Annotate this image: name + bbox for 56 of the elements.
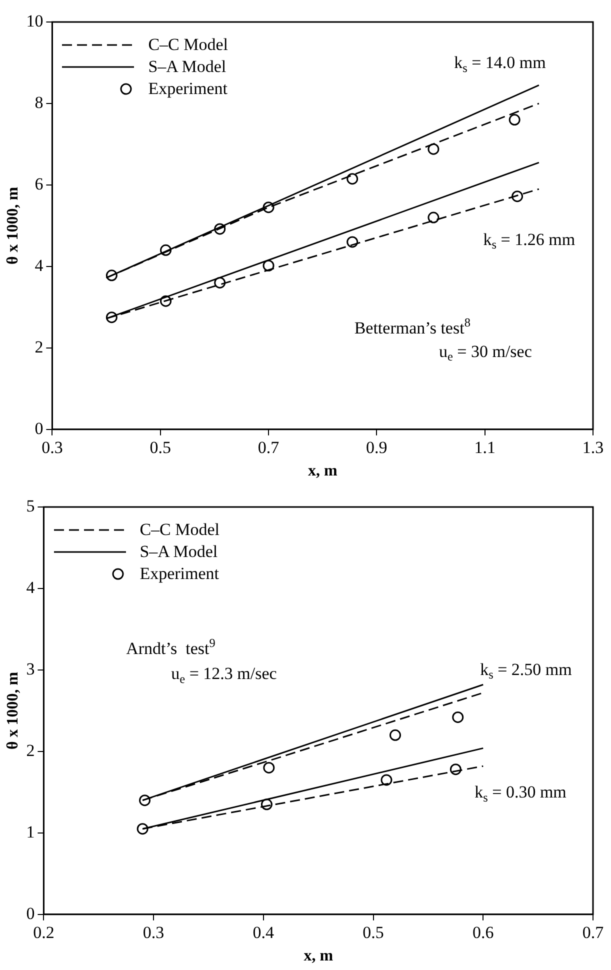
x-tick-label: 1.1 — [474, 438, 496, 458]
y-tick-label: 2 — [34, 337, 44, 356]
y-tick-label: 0 — [26, 904, 35, 923]
x-axis-title: x, m — [308, 462, 338, 480]
point — [452, 711, 464, 723]
point — [346, 173, 358, 185]
legend-label: Experiment — [148, 78, 228, 100]
y-tick-label: 8 — [34, 92, 44, 112]
y-tick-label: 2 — [26, 740, 35, 760]
point — [346, 236, 358, 248]
point — [428, 143, 440, 155]
legend-label: S–A Model — [140, 541, 218, 563]
point — [380, 774, 392, 786]
point — [512, 190, 524, 202]
y-axis-title: θ x 1000, m — [4, 186, 22, 265]
point — [139, 794, 151, 806]
point — [262, 202, 274, 214]
x-tick-label: 0.2 — [33, 923, 54, 942]
x-tick-label: 0.3 — [142, 923, 164, 942]
point — [160, 295, 172, 307]
y-tick-label: 0 — [34, 418, 44, 438]
y-tick-label: 1 — [26, 822, 35, 842]
y-tick-label: 5 — [26, 496, 35, 516]
x-tick-label: 0.4 — [252, 923, 275, 942]
y-tick-label: 3 — [26, 659, 35, 678]
point — [508, 114, 520, 126]
point — [260, 798, 272, 810]
y-tick-label: 6 — [34, 174, 44, 194]
point — [214, 276, 226, 288]
point — [214, 223, 226, 235]
x-tick-label: 0.6 — [472, 923, 494, 942]
point — [450, 764, 462, 776]
legend-label: C–C Model — [148, 34, 228, 56]
legend-label: S–A Model — [148, 56, 226, 78]
y-axis-title: θ x 1000, m — [4, 671, 22, 750]
x-tick-label: 1.3 — [582, 438, 604, 458]
y-tick-label: 4 — [26, 578, 36, 597]
point — [428, 212, 440, 224]
y-tick-label: 4 — [34, 256, 44, 275]
point — [390, 729, 401, 741]
legend-label: Experiment — [140, 563, 219, 585]
x-tick-label: 0.7 — [258, 438, 280, 458]
point — [136, 823, 148, 835]
point — [262, 260, 274, 272]
x-axis-title: x, m — [304, 948, 334, 965]
x-tick-label: 0.9 — [366, 438, 388, 458]
x-tick-label: 0.5 — [362, 923, 384, 942]
point — [263, 762, 275, 774]
x-tick-label: 0.3 — [42, 438, 63, 458]
x-tick-label: 0.7 — [582, 923, 604, 942]
point — [106, 270, 118, 282]
point — [106, 312, 118, 324]
x-tick-label: 0.5 — [150, 438, 171, 458]
legend-label: C–C Model — [140, 519, 220, 541]
y-tick-label: 10 — [26, 11, 44, 30]
point — [160, 244, 172, 256]
